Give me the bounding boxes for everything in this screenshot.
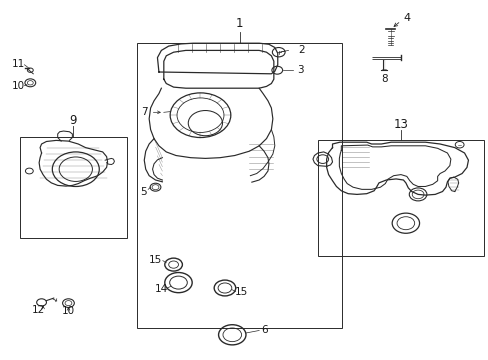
Bar — [317, 140, 483, 256]
Text: 9: 9 — [69, 114, 77, 127]
Text: 14: 14 — [154, 284, 168, 294]
Text: 1: 1 — [235, 17, 243, 30]
Text: 15: 15 — [148, 255, 162, 265]
Text: 10: 10 — [12, 81, 25, 91]
Text: 12: 12 — [31, 305, 45, 315]
Text: 8: 8 — [380, 74, 387, 84]
Text: 3: 3 — [297, 65, 304, 75]
Text: 7: 7 — [141, 107, 147, 117]
Text: 6: 6 — [261, 325, 268, 335]
Text: 13: 13 — [393, 118, 407, 131]
Text: 10: 10 — [62, 306, 75, 316]
Text: 2: 2 — [298, 45, 305, 55]
Text: 5: 5 — [140, 186, 146, 197]
Bar — [20, 137, 127, 238]
Text: 11: 11 — [12, 59, 25, 69]
Text: 4: 4 — [403, 13, 409, 23]
Text: 15: 15 — [234, 287, 247, 297]
Bar — [137, 43, 342, 328]
